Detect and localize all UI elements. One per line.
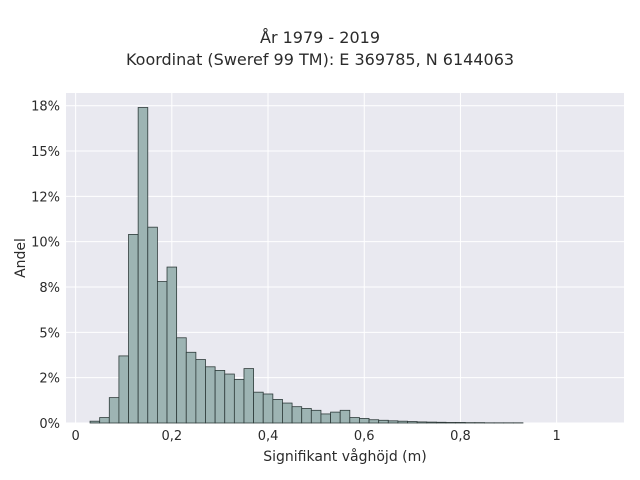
x-tick-label: 0	[71, 429, 79, 444]
y-tick-label: 15%	[31, 145, 60, 160]
y-tick-label: 12%	[31, 190, 60, 205]
chart-title: År 1979 - 2019	[260, 28, 380, 47]
y-tick-label: 0%	[39, 417, 60, 432]
grid-lines	[66, 93, 624, 424]
histogram-bar	[118, 355, 129, 424]
x-tick-label: 0,8	[450, 429, 471, 444]
chart-subtitle: Koordinat (Sweref 99 TM): E 369785, N 61…	[125, 50, 515, 69]
histogram-bar	[272, 399, 283, 424]
histogram-bar	[137, 107, 149, 424]
histogram-bar	[291, 406, 303, 424]
histogram-bar	[378, 419, 389, 424]
histogram-bar	[166, 266, 178, 424]
histogram-bar	[108, 397, 120, 424]
y-axis-label: Andel	[13, 238, 29, 278]
x-axis-label: Signifikant våghöjd (m)	[263, 448, 426, 465]
histogram-bar	[156, 281, 168, 424]
x-tick-label: 0,4	[258, 429, 279, 444]
y-tick-label: 10%	[31, 236, 60, 251]
histogram-bar	[368, 419, 380, 424]
histogram-bar	[310, 409, 322, 424]
histogram-bar	[243, 368, 255, 424]
histogram-bar	[416, 421, 428, 424]
histogram-bar	[185, 351, 197, 424]
histogram-bar	[128, 234, 139, 424]
histogram-bar	[455, 422, 466, 424]
histogram-bar	[426, 421, 437, 424]
x-tick-label: 1	[553, 429, 561, 444]
histogram-bar	[320, 413, 331, 424]
histogram-bar	[99, 417, 110, 424]
x-tick-label: 0,6	[354, 429, 375, 444]
histogram-bar	[397, 420, 408, 424]
x-tick-labels: 0 0,2 0,4 0,6 0,8 1	[71, 429, 560, 444]
histogram-bar	[445, 422, 457, 424]
histogram-bar	[387, 420, 399, 424]
y-tick-labels: 0% 2% 5% 8% 10% 12% 15% 18%	[31, 100, 60, 432]
histogram-bar	[89, 420, 101, 424]
histogram-bar	[224, 373, 235, 424]
histogram-bar	[349, 417, 360, 424]
histogram-bar	[195, 359, 206, 424]
histogram-bar	[330, 411, 341, 424]
histogram-bar	[214, 370, 226, 424]
histogram-bar	[282, 402, 293, 424]
histogram-bar	[176, 337, 187, 424]
histogram-bar	[253, 391, 264, 424]
histogram-bar	[301, 408, 312, 424]
histogram-bar	[435, 421, 447, 424]
histogram-bar	[407, 421, 418, 424]
histogram-bar	[339, 409, 351, 424]
histogram-bar	[233, 379, 245, 424]
histogram-bar	[262, 393, 274, 424]
histogram-bar	[147, 226, 158, 424]
y-tick-label: 8%	[39, 281, 60, 296]
histogram-bar	[359, 418, 370, 424]
x-tick-label: 0,2	[161, 429, 182, 444]
histogram-bar	[205, 366, 216, 424]
bars-group	[89, 107, 524, 424]
y-tick-label: 2%	[39, 372, 60, 387]
y-tick-label: 18%	[31, 100, 60, 115]
y-tick-label: 5%	[39, 326, 60, 341]
